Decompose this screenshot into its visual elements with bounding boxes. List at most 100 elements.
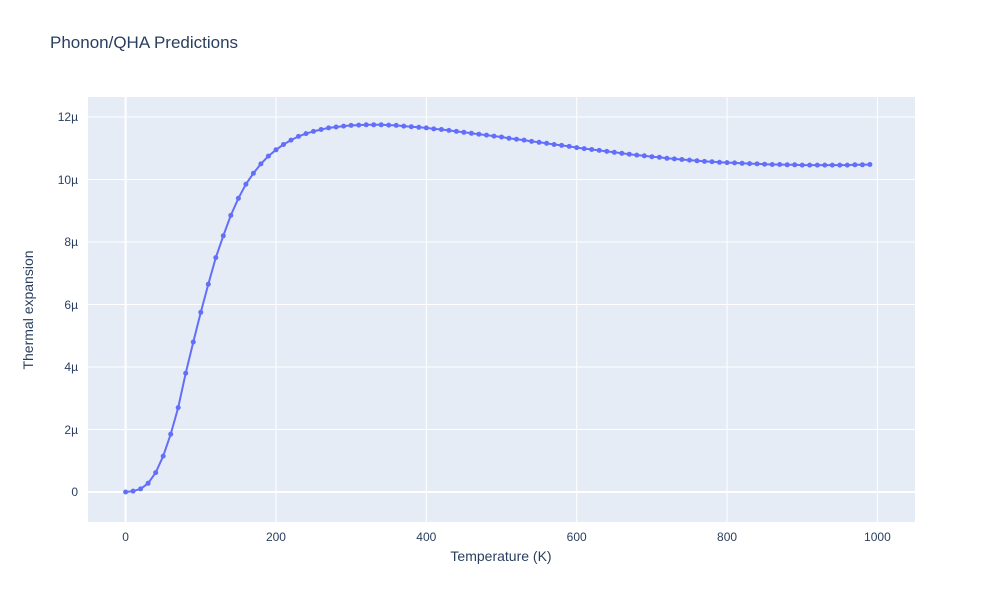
data-point-marker (476, 131, 482, 137)
data-point-marker (717, 159, 722, 165)
data-point-marker (664, 155, 670, 161)
data-point-marker (784, 162, 790, 168)
data-point-marker (378, 122, 384, 128)
data-point-marker (281, 142, 286, 147)
plot-area[interactable] (88, 97, 915, 522)
data-point-marker (326, 125, 332, 131)
chart-title: Phonon/QHA Predictions (50, 33, 239, 52)
x-tick-label: 800 (717, 530, 738, 544)
data-point-marker (754, 161, 760, 167)
x-tick-label: 1000 (864, 530, 891, 544)
data-point-marker (604, 148, 610, 154)
data-point-marker (596, 147, 602, 153)
data-point-marker (153, 470, 159, 476)
data-point-marker (506, 135, 512, 141)
data-point-marker (138, 486, 144, 492)
data-point-marker (732, 160, 738, 166)
data-point-marker (130, 488, 136, 494)
data-point-marker (822, 162, 828, 168)
data-point-marker (544, 140, 550, 146)
data-point-marker (431, 126, 437, 132)
data-point-marker (453, 128, 459, 134)
data-point-marker (198, 309, 204, 315)
y-tick-label: 10µ (57, 172, 78, 187)
data-point-marker (461, 129, 467, 135)
data-point-marker (318, 127, 324, 132)
data-point-marker (777, 162, 783, 167)
data-point-marker (814, 162, 820, 168)
x-tick-label: 400 (416, 530, 437, 544)
data-point-marker (649, 154, 655, 160)
data-point-marker (348, 122, 354, 128)
data-point-marker (739, 160, 745, 166)
data-point-marker (574, 145, 580, 151)
data-point-marker (168, 431, 174, 437)
data-point-marker (499, 134, 504, 140)
data-series-line (125, 123, 870, 493)
data-point-marker (694, 158, 700, 164)
data-point-marker (859, 162, 865, 168)
data-point-marker (521, 137, 527, 143)
data-point-marker (296, 133, 301, 139)
data-point-marker (123, 489, 129, 495)
data-point-marker (559, 142, 565, 148)
data-point-marker (724, 160, 730, 166)
data-point-marker (611, 149, 617, 155)
data-point-marker (468, 130, 474, 136)
data-point-marker (393, 122, 399, 128)
data-point-marker (183, 370, 189, 376)
data-point-marker (416, 124, 422, 130)
data-point-marker (566, 143, 572, 149)
data-point-marker (829, 162, 835, 168)
data-point-marker (769, 162, 775, 167)
x-tick-label: 0 (122, 530, 129, 544)
y-tick-label: 12µ (57, 110, 78, 124)
data-point-marker (438, 127, 444, 132)
y-tick-label: 6µ (64, 297, 78, 312)
data-point-marker (626, 151, 632, 157)
data-point-marker (807, 162, 813, 168)
data-point-marker (288, 137, 294, 143)
data-point-marker (145, 480, 151, 486)
y-tick-label: 8µ (64, 235, 78, 249)
data-point-marker (867, 162, 873, 167)
data-point-marker (589, 147, 595, 152)
data-point-marker (311, 128, 316, 134)
x-axis-title: Temperature (K) (450, 548, 552, 564)
data-point-marker (401, 123, 407, 129)
data-point-marker (634, 152, 640, 158)
data-point-marker (213, 255, 219, 261)
data-point-marker (265, 153, 271, 159)
data-point-marker (687, 157, 692, 163)
data-point-marker (747, 161, 753, 167)
data-point-marker (303, 131, 309, 137)
y-tick-label: 2µ (64, 422, 78, 437)
data-point-marker (408, 124, 414, 130)
data-point-marker (341, 123, 347, 129)
data-point-marker (220, 233, 226, 239)
data-point-marker (702, 158, 707, 164)
x-tick-label: 600 (566, 530, 587, 544)
data-point-marker (762, 161, 768, 167)
data-point-marker (799, 162, 805, 168)
data-point-marker (679, 157, 685, 162)
x-tick-label: 200 (265, 530, 286, 544)
data-point-marker (852, 162, 858, 168)
data-point-marker (671, 156, 677, 162)
data-point-marker (160, 453, 166, 459)
data-point-marker (641, 153, 647, 159)
data-point-marker (250, 170, 256, 176)
y-tick-label: 0 (71, 485, 78, 499)
data-point-marker (844, 162, 850, 168)
y-tick-label: 4µ (64, 360, 78, 374)
data-point-marker (423, 125, 429, 131)
data-point-marker (656, 154, 662, 160)
data-point-marker (175, 405, 181, 411)
data-point-marker (205, 281, 211, 287)
data-point-marker (792, 162, 798, 168)
data-point-marker (484, 132, 489, 138)
data-point-marker (273, 147, 279, 153)
data-point-marker (190, 339, 196, 345)
